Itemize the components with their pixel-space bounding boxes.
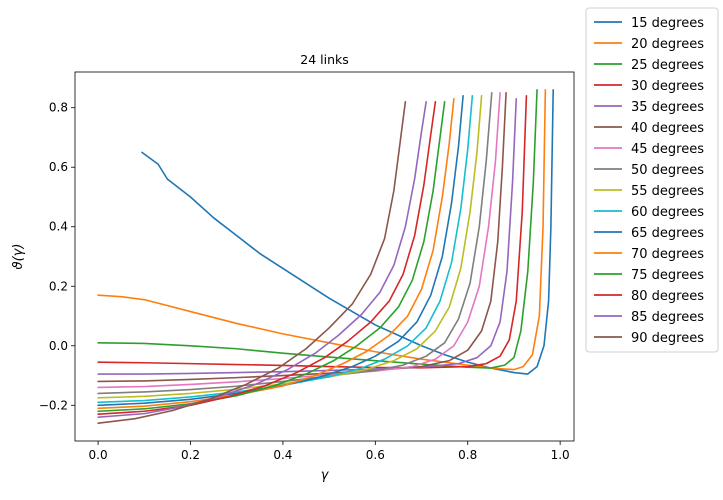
legend-label: 40 degrees [631, 121, 704, 136]
legend-label: 35 degrees [631, 100, 704, 115]
y-axis-label: ϑ(γ) [11, 244, 26, 270]
legend-label: 30 degrees [631, 79, 704, 94]
y-tick-label: 0.8 [49, 101, 68, 115]
legend-label: 20 degrees [631, 37, 704, 52]
x-tick-label: 0.6 [366, 448, 385, 462]
legend-label: 70 degrees [631, 247, 704, 262]
series-line-2 [97, 89, 538, 369]
chart-title: 24 links [300, 52, 349, 67]
series-line-8 [97, 95, 483, 399]
legend-box [585, 7, 719, 353]
y-tick-label: 0.6 [49, 160, 68, 174]
x-tick-label: 0.0 [89, 448, 108, 462]
legend-label: 45 degrees [631, 142, 704, 157]
legend-label: 85 degrees [631, 310, 704, 325]
y-tick-label: 0.2 [49, 279, 68, 293]
series-line-1 [97, 89, 547, 371]
legend-label: 90 degrees [631, 331, 704, 346]
x-axis: 0.0 0.2 0.4 0.6 0.8 1.0 [89, 441, 570, 462]
legend-label: 55 degrees [631, 184, 704, 199]
legend-label: 75 degrees [631, 268, 704, 283]
y-axis: −0.2 0.0 0.2 0.4 0.6 0.8 [39, 101, 75, 412]
legend-label: 65 degrees [631, 226, 704, 241]
legend-label: 15 degrees [631, 16, 704, 31]
series-line-13 [97, 100, 437, 416]
x-axis-label: γ [321, 468, 330, 483]
series-line-6 [97, 92, 501, 389]
series-line-10 [97, 95, 464, 407]
x-tick-label: 1.0 [551, 448, 570, 462]
series-line-7 [97, 92, 493, 395]
series-line-5 [97, 92, 507, 383]
legend: 15 degrees 20 degrees 25 degrees 30 degrees… [585, 7, 719, 353]
legend-label: 25 degrees [631, 58, 704, 73]
series-line-4 [97, 97, 518, 375]
series-line-9 [97, 95, 474, 404]
plot-frame [74, 71, 575, 442]
y-tick-label: 0.0 [49, 339, 68, 353]
legend-label: 80 degrees [631, 289, 704, 304]
legend-label: 50 degrees [631, 163, 704, 178]
y-tick-label: 0.4 [49, 220, 68, 234]
plot-lines [97, 89, 555, 424]
y-tick-label: −0.2 [39, 398, 68, 412]
x-tick-label: 0.2 [181, 448, 200, 462]
series-line-0 [141, 89, 555, 375]
legend-label: 60 degrees [631, 205, 704, 220]
x-tick-label: 0.8 [458, 448, 477, 462]
series-line-15 [97, 100, 407, 424]
series-line-3 [97, 95, 528, 369]
x-tick-label: 0.4 [273, 448, 292, 462]
